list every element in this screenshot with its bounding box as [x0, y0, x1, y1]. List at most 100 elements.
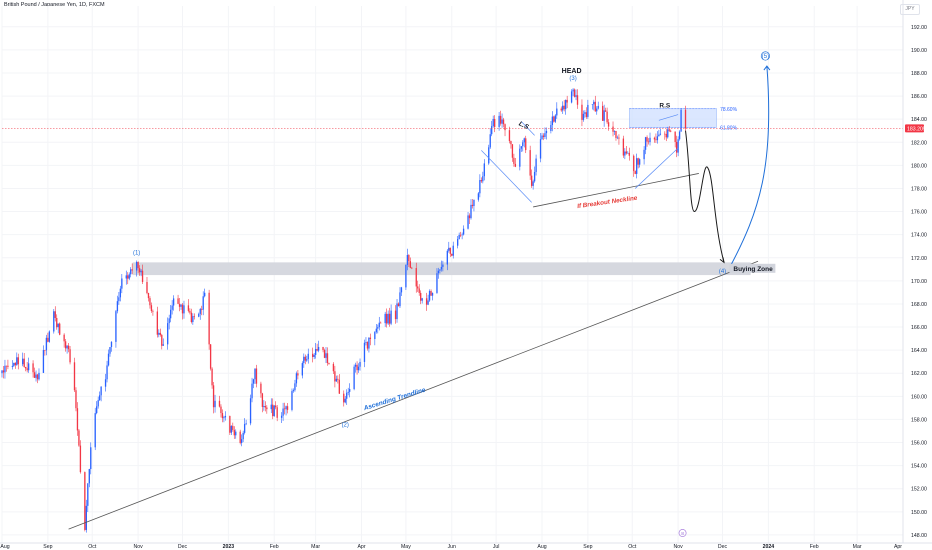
x-tick-label: Aug [0, 544, 9, 550]
candle-body [498, 115, 500, 127]
candle-body [384, 313, 386, 324]
candle-body [349, 389, 351, 392]
candle-body [261, 393, 264, 407]
candle-body [566, 99, 568, 103]
candle-body [109, 346, 111, 354]
candle-body [510, 141, 512, 145]
candle-body [437, 270, 440, 274]
candle-body [316, 349, 318, 351]
left-shoulder-label: L.S [517, 120, 530, 131]
candle-body [63, 334, 65, 342]
candle-body [585, 112, 588, 117]
candle-body [556, 108, 558, 116]
candle-body [576, 95, 579, 105]
candle-body [553, 116, 555, 122]
candle-body [551, 116, 554, 125]
x-tick-label: Oct [88, 544, 97, 550]
candle-body [343, 393, 345, 403]
candle-body [201, 308, 203, 310]
y-tick-label: 154.00 [911, 464, 927, 470]
candle-body [25, 366, 27, 369]
ascending-trendline [68, 260, 759, 530]
candle-body [597, 105, 599, 109]
candle-body [529, 150, 531, 176]
candle-body [67, 345, 70, 350]
candle-body [36, 374, 39, 380]
candle-body [451, 253, 453, 256]
candle-body [323, 350, 326, 358]
candle-body [550, 124, 552, 131]
candle-body [47, 337, 49, 342]
candle-body [525, 138, 527, 151]
candle-body [535, 158, 537, 172]
candle-body [128, 274, 130, 279]
candle-body [59, 323, 61, 335]
candle-body [411, 267, 413, 269]
y-tick-label: 188.00 [911, 71, 927, 77]
candle-body [189, 310, 191, 313]
candle-body [560, 108, 562, 111]
candle-body [254, 368, 256, 380]
candle-body [656, 136, 659, 141]
wave-label: (5) [762, 54, 769, 60]
candle-body [187, 305, 190, 311]
candle-body [75, 390, 77, 409]
candle-body [263, 405, 265, 407]
y-tick-label: 152.00 [911, 487, 927, 493]
symbol-title: British Pound / Japanese Yen, 1D, FXCM [4, 2, 105, 8]
candle-body [442, 264, 444, 267]
wave-label: (4) [719, 269, 726, 275]
candle-body [421, 298, 423, 301]
candles [1, 88, 687, 533]
candle-body [479, 180, 481, 194]
candle-body [283, 408, 286, 410]
candle-body [400, 287, 403, 293]
candle-body [602, 105, 604, 121]
candle-body [249, 398, 252, 424]
candle-body [97, 400, 99, 407]
candle-body [127, 275, 129, 279]
breakdown-arrow-head [719, 257, 725, 264]
breakdown-projection-path [685, 130, 725, 263]
candle-body [388, 313, 391, 324]
candle-body [462, 228, 465, 235]
y-tick-label: 176.00 [911, 210, 927, 216]
candle-body [121, 278, 123, 289]
candle-body [489, 134, 491, 148]
candle-body [88, 469, 90, 484]
y-tick-label: 178.00 [911, 186, 927, 192]
candle-body [168, 318, 170, 324]
candle-body [365, 341, 367, 343]
x-tick-label: Jun [448, 544, 456, 550]
candle-body [275, 405, 277, 408]
candle-body [307, 353, 309, 360]
candle-body [604, 110, 607, 112]
candle-body [304, 356, 306, 361]
currency-button[interactable]: JPY [900, 4, 920, 15]
candle-body [162, 344, 164, 346]
candle-body [306, 359, 308, 361]
candle-body [214, 400, 216, 408]
candle-body [32, 363, 34, 373]
candle-body [659, 133, 662, 135]
candle-body [193, 316, 195, 317]
candle-body [544, 133, 546, 137]
candle-body [332, 363, 335, 372]
candle-body [607, 122, 610, 127]
head-label: HEAD [562, 68, 582, 75]
candle-body [406, 255, 409, 265]
candle-body [301, 363, 303, 376]
candle-body [634, 171, 636, 174]
candle-body [680, 109, 682, 132]
candle-body [677, 139, 679, 153]
y-tick-label: 162.00 [911, 371, 927, 377]
candle-body [622, 138, 625, 156]
candle-body [149, 298, 151, 306]
candle-body [104, 379, 107, 387]
candle-body [523, 138, 525, 143]
candle-body [492, 118, 494, 127]
candle-body [606, 111, 608, 123]
candle-body [11, 365, 14, 367]
